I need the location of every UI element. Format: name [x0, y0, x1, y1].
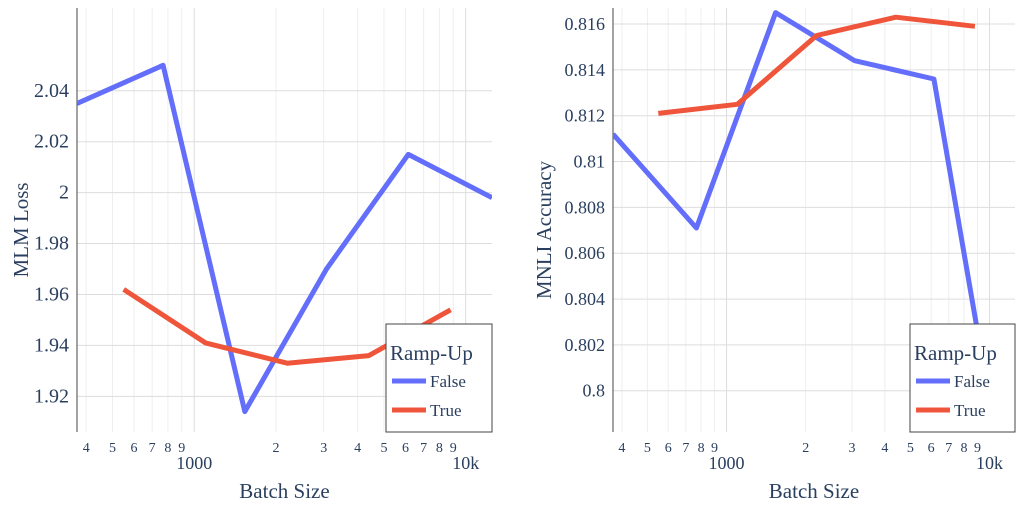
- x-minor-tick-label: 8: [961, 441, 968, 456]
- mnli-accuracy-chart: 0.8 0.802 0.804 0.806 0.808 0.81 0.812 0.814 0.8…: [532, 8, 1016, 503]
- y-tick-label: 1.96: [34, 283, 69, 305]
- legend-box: [385, 323, 493, 433]
- legend-label-false: False: [430, 372, 466, 391]
- x-axis-title: Batch Size: [239, 479, 329, 503]
- series-line-true: [658, 14, 976, 116]
- y-tick-label: 0.81: [574, 152, 606, 172]
- y-tick-label: 0.804: [565, 289, 606, 309]
- x-minor-tick-label: 2: [802, 441, 809, 456]
- y-tick-label: 2.04: [34, 80, 69, 102]
- y-tick-label: 2: [59, 182, 69, 204]
- legend-label-true: True: [430, 401, 462, 420]
- y-tick-label: 0.806: [565, 243, 606, 263]
- x-major-tick-label: 10k: [452, 453, 479, 473]
- x-minor-tick-label: 4: [618, 441, 625, 456]
- legend-label-false: False: [954, 372, 990, 391]
- x-minor-tick-label: 6: [130, 441, 137, 456]
- y-tick-label: 2.02: [34, 131, 69, 153]
- x-minor-tick-label: 5: [109, 441, 116, 456]
- x-minor-tick-label: 2: [272, 441, 279, 456]
- y-tick-label: 0.802: [565, 335, 606, 355]
- x-minor-tick-label: 8: [436, 441, 443, 456]
- y-tick-label: 0.814: [565, 60, 606, 80]
- x-minor-tick-label: 9: [974, 441, 981, 456]
- x-minor-tick-label: 8: [698, 441, 705, 456]
- x-major-tick-label: 1000: [709, 453, 745, 473]
- x-minor-tick-label: 5: [380, 441, 387, 456]
- y-tick-label: 1.94: [34, 334, 69, 356]
- x-major-tick-label: 10k: [976, 453, 1003, 473]
- y-tick-label: 0.8: [583, 381, 606, 401]
- x-minor-tick-label: 4: [881, 441, 888, 456]
- x-minor-tick-label: 9: [450, 441, 457, 456]
- y-tick-label: 0.808: [565, 197, 606, 217]
- x-minor-tick-label: 3: [849, 441, 856, 456]
- x-minor-tick-label: 7: [420, 441, 427, 456]
- x-minor-tick-label: 4: [83, 441, 90, 456]
- x-minor-tick-label: 6: [665, 441, 672, 456]
- x-minor-tick-label: 9: [178, 441, 185, 456]
- x-minor-tick-label: 4: [354, 441, 361, 456]
- legend-title: Ramp-Up: [390, 341, 473, 365]
- x-minor-tick-label: 6: [402, 441, 409, 456]
- x-minor-tick-label: 7: [945, 441, 952, 456]
- x-minor-tick-label: 9: [711, 441, 718, 456]
- x-major-tick-label: 1000: [176, 453, 212, 473]
- x-axis-title: Batch Size: [769, 479, 859, 503]
- legend-title: Ramp-Up: [914, 341, 997, 365]
- legend-label-true: True: [954, 401, 986, 420]
- legend-box: [909, 323, 1016, 433]
- series-line-false: [77, 62, 492, 415]
- y-tick-label: 0.816: [565, 14, 606, 34]
- y-axis-title: MLM Loss: [9, 182, 33, 277]
- y-tick-label: 1.98: [34, 233, 69, 255]
- x-minor-tick-label: 5: [644, 441, 651, 456]
- y-tick-label: 1.92: [34, 385, 69, 407]
- x-minor-tick-label: 8: [164, 441, 171, 456]
- y-axis-title: MNLI Accuracy: [532, 160, 556, 299]
- x-minor-tick-label: 7: [149, 441, 156, 456]
- y-tick-label: 0.812: [565, 106, 606, 126]
- x-minor-tick-label: 7: [682, 441, 689, 456]
- x-minor-tick-label: 5: [907, 441, 914, 456]
- series-line-false: [613, 10, 980, 332]
- x-minor-tick-label: 3: [320, 441, 327, 456]
- x-minor-tick-label: 6: [928, 441, 935, 456]
